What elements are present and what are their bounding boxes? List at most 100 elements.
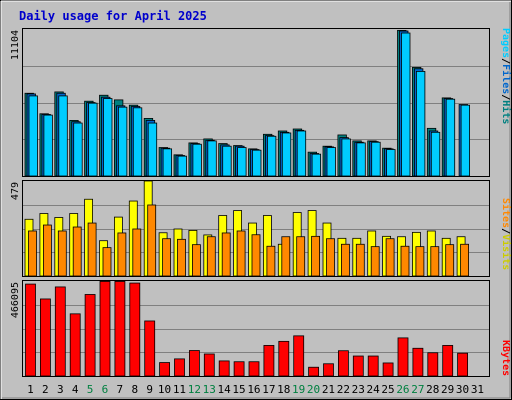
pages-bar — [252, 149, 262, 177]
x-tick-label: 26 — [396, 383, 409, 396]
x-tick-label: 10 — [158, 383, 171, 396]
legend-entry: Sites — [500, 198, 512, 228]
pages-bar — [371, 141, 381, 177]
sites-bar — [326, 238, 335, 277]
x-tick-label: 18 — [277, 383, 290, 396]
pages-bar — [28, 95, 38, 177]
sites-bar — [206, 236, 216, 277]
pages-bar — [401, 32, 411, 177]
kbytes-bar — [174, 358, 185, 377]
kbytes-bar — [352, 355, 364, 377]
pages-bar — [103, 98, 113, 177]
kbytes-bar — [278, 340, 290, 377]
x-tick-label: 5 — [87, 383, 94, 396]
top-ymax-label: 11104 — [10, 30, 21, 60]
pages-bar — [281, 132, 292, 177]
legend-middle: Sites/Visits — [500, 198, 512, 270]
x-tick-label: 29 — [441, 383, 454, 396]
x-tick-label: 16 — [247, 383, 260, 396]
kbytes-bar — [233, 361, 245, 377]
x-tick-label: 17 — [262, 383, 275, 396]
sites-bar — [251, 234, 261, 277]
x-tick-label: 27 — [411, 383, 424, 396]
x-tick-label: 22 — [337, 383, 350, 396]
legend-entry: Files — [500, 64, 512, 94]
x-tick-label: 6 — [102, 383, 109, 396]
sites-bar — [87, 222, 97, 277]
kbytes-bar — [203, 353, 215, 377]
pages-bar — [207, 140, 217, 177]
x-tick-label: 14 — [218, 383, 232, 396]
pages-bar — [415, 71, 426, 177]
pages-bar — [118, 106, 128, 177]
pages-bar — [326, 147, 336, 177]
pages-bar — [237, 147, 247, 177]
sites-bar — [370, 246, 380, 277]
kbytes-bar — [382, 362, 394, 377]
sites-bar — [191, 244, 201, 277]
sites-bar — [430, 246, 440, 277]
x-tick-label: 2 — [42, 383, 49, 396]
sites-bar — [385, 238, 395, 277]
sites-bar — [281, 236, 291, 277]
pages-bar — [266, 135, 277, 177]
sites-bar — [162, 238, 172, 277]
kbytes-bar — [188, 350, 200, 377]
x-tick-label: 9 — [146, 383, 153, 396]
sites-bar — [400, 245, 410, 277]
pages-bar — [147, 122, 158, 177]
x-tick-label: 4 — [72, 383, 79, 396]
pages-bar — [356, 142, 366, 177]
legend-entry: KBytes — [500, 340, 511, 376]
x-tick-label: 21 — [322, 383, 335, 396]
sites-bar — [415, 246, 425, 277]
kbytes-bar — [308, 366, 320, 377]
pages-bar — [177, 155, 187, 177]
x-tick-label: 8 — [131, 383, 138, 396]
x-tick-labels: 1 2 3 4 5 6 7 8 9 10 11 12 13 14 15 16 17 18 19 20 21 22 23 24 2… — [27, 383, 484, 396]
sites-bar — [72, 226, 82, 277]
x-tick-label: 31 — [471, 383, 484, 396]
x-tick-label: 20 — [307, 383, 320, 396]
x-tick-label: 24 — [367, 383, 381, 396]
kbytes-bar — [40, 298, 51, 377]
kbytes-bar — [54, 286, 66, 377]
kbytes-bar — [367, 355, 379, 377]
sites-bar — [177, 238, 186, 277]
bottom-ymax-label: 466095 — [10, 282, 21, 318]
pages-bar — [296, 130, 307, 177]
sites-bar — [266, 245, 276, 277]
chart-title: Daily usage for April 2025 — [19, 9, 207, 23]
kbytes-bar — [323, 363, 334, 377]
sites-bar — [460, 243, 470, 277]
x-tick-label: 19 — [292, 383, 305, 396]
x-tick-label: 1 — [27, 383, 34, 396]
pages-bar — [430, 131, 441, 177]
legend-entry: / — [500, 228, 511, 234]
kbytes-bar — [293, 335, 305, 377]
pages-bar — [132, 107, 143, 177]
pages-bar — [222, 145, 232, 177]
pages-bar — [43, 114, 53, 177]
x-tick-label: 23 — [352, 383, 365, 396]
sites-bar — [102, 247, 112, 277]
sites-bar — [296, 236, 306, 277]
kbytes-bar — [263, 345, 275, 377]
x-tick-label: 28 — [426, 383, 439, 396]
x-tick-label: 13 — [203, 383, 216, 396]
kbytes-bar — [69, 313, 81, 377]
pages-bar — [88, 102, 98, 177]
x-tick-label: 30 — [456, 383, 469, 396]
kbytes-bar — [25, 283, 36, 377]
pages-bar — [58, 95, 68, 177]
legend-entry: Visits — [500, 234, 512, 270]
sites-bar — [311, 235, 321, 277]
legend-entry: Hits — [500, 100, 512, 124]
pages-bar — [460, 104, 471, 177]
pages-bar — [162, 148, 173, 177]
kbytes-bar — [218, 360, 230, 377]
kbytes-bar — [99, 281, 111, 377]
sites-bar — [340, 243, 350, 277]
kbytes-bar — [427, 352, 439, 377]
